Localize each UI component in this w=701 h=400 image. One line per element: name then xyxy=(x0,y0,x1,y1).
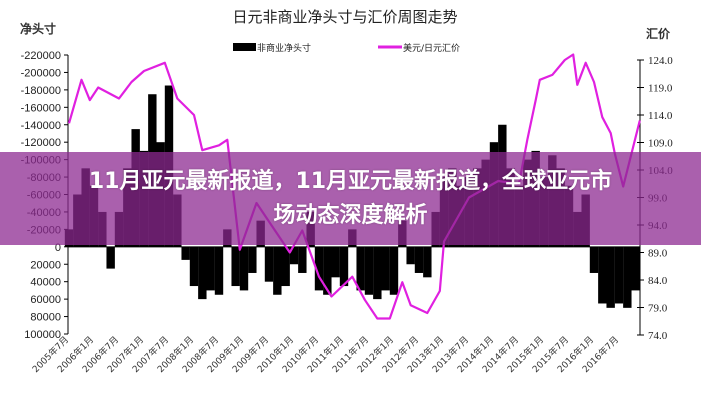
bar-2016-05 xyxy=(606,246,615,308)
bar-2012-05 xyxy=(406,246,415,265)
bar-2006-05 xyxy=(106,246,115,269)
headline-banner: 11月亚元最新报道，11月亚元最新报道，全球亚元市场动态深度解析 xyxy=(0,152,701,245)
headline-text: 11月亚元最新报道，11月亚元最新报道，全球亚元市场动态深度解析 xyxy=(88,168,613,228)
right-tick-label: 124.0 xyxy=(648,55,673,67)
bar-2016-09 xyxy=(623,246,632,308)
bar-2009-09 xyxy=(273,246,282,295)
bar-2009-07 xyxy=(264,246,274,282)
bar-2009-11 xyxy=(281,246,290,287)
bar-2011-09 xyxy=(373,246,382,300)
line-series-usdjpy xyxy=(67,53,641,320)
right-tick-label: 89.0 xyxy=(648,248,668,260)
bar-2012-07 xyxy=(414,246,424,273)
bar-2009-03 xyxy=(248,246,257,273)
right-tick-label: 119.0 xyxy=(648,83,673,95)
bar-2012-01 xyxy=(389,246,399,295)
left-tick-label: -160000 xyxy=(21,102,61,114)
bar-2010-09 xyxy=(323,246,332,295)
right-tick-label: 114.0 xyxy=(648,110,673,122)
right-tick-label: 74.0 xyxy=(648,330,668,342)
bar-2010-07 xyxy=(314,246,324,291)
left-tick-label: 60000 xyxy=(30,294,61,306)
bar-2016-03 xyxy=(598,246,607,304)
left-tick-label: -120000 xyxy=(21,137,61,149)
legend: 非商业净头寸 美元/日元汇价 xyxy=(233,42,460,54)
legend-line-label: 美元/日元汇价 xyxy=(403,42,460,54)
right-axis-label: 汇价 xyxy=(646,27,671,41)
bar-2010-01 xyxy=(289,246,299,265)
left-tick-label: -180000 xyxy=(21,85,61,97)
bar-2016-11 xyxy=(631,246,640,291)
bar-2010-03 xyxy=(298,246,307,273)
bar-2008-01 xyxy=(189,246,199,287)
left-tick-label: -200000 xyxy=(21,67,61,79)
bar-2007-11 xyxy=(181,246,190,260)
bar-2011-11 xyxy=(381,246,390,291)
left-tick-label: -140000 xyxy=(21,120,61,132)
bar-2011-01 xyxy=(339,246,349,287)
left-tick-label: 0 xyxy=(55,242,61,254)
right-tick-label: 84.0 xyxy=(648,275,668,287)
bar-2016-07 xyxy=(614,246,624,304)
right-tick-label: 109.0 xyxy=(648,138,673,150)
left-tick-label: -220000 xyxy=(21,50,61,62)
bar-2016-01 xyxy=(589,246,599,273)
bar-2012-09 xyxy=(423,246,432,278)
bar-2008-05 xyxy=(206,246,215,291)
bar-2008-11 xyxy=(231,246,240,287)
left-axis-label: 净头寸 xyxy=(20,21,56,36)
left-tick-label: 100000 xyxy=(24,329,61,341)
legend-bar-swatch xyxy=(233,43,256,51)
right-tick-label: 79.0 xyxy=(648,303,668,315)
bar-2009-01 xyxy=(239,246,249,291)
bar-2011-07 xyxy=(364,246,374,295)
left-tick-label: 20000 xyxy=(30,259,61,271)
left-tick-label: 40000 xyxy=(30,277,61,289)
bar-2008-03 xyxy=(198,246,207,300)
chart-title: 日元非商业净头寸与汇价周图走势 xyxy=(232,8,457,26)
bar-2010-11 xyxy=(331,246,340,278)
bar-2011-05 xyxy=(356,246,365,291)
left-tick-label: 80000 xyxy=(30,312,61,324)
legend-bar-label: 非商业净头寸 xyxy=(257,42,311,54)
bar-2008-07 xyxy=(214,246,224,295)
